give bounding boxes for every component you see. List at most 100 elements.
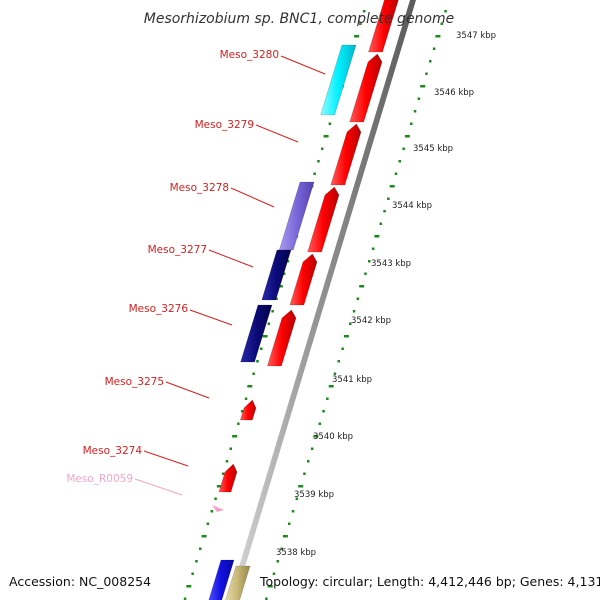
tick-label-3538: 3538 kbp xyxy=(276,548,316,558)
outer-ring-dot xyxy=(371,247,375,250)
outer-ring-dot xyxy=(410,122,413,125)
label-leader-line xyxy=(208,249,254,268)
outer-ring-dot xyxy=(387,197,390,200)
inner-ring-dot xyxy=(186,585,192,588)
tick-label-3542: 3542 kbp xyxy=(351,316,391,326)
outer-ring-dot xyxy=(413,110,417,113)
outer-ring-dot xyxy=(328,385,334,388)
inner-ring-dot xyxy=(317,160,320,163)
label-leader-line xyxy=(143,450,189,467)
cds-arrow-meso-3275[interactable] xyxy=(239,399,257,421)
inner-ring-dot xyxy=(199,547,202,550)
gene-labels: Meso_3280 Meso_3279 Meso_3278 Meso_3277 … xyxy=(66,49,279,485)
gene-label-meso-r0059[interactable]: Meso_R0059 xyxy=(66,473,133,485)
inner-ring-dot xyxy=(214,497,217,500)
label-leader-line xyxy=(134,478,183,496)
inner-ring-dot xyxy=(359,22,362,25)
inner-ring-dot xyxy=(201,535,207,538)
outer-ring-dot xyxy=(313,435,319,438)
outer-ring-dot xyxy=(359,285,365,288)
tick-label-3539: 3539 kbp xyxy=(294,490,334,500)
inner-ring-dot xyxy=(221,472,225,475)
cds-arrow-meso-3274[interactable] xyxy=(218,463,238,493)
inner-ring-dot xyxy=(262,335,268,338)
cyan-feature-meso-3280[interactable] xyxy=(320,44,357,116)
navy-feature-meso-3276[interactable] xyxy=(240,304,273,363)
outer-ring-dot xyxy=(383,210,386,213)
forward-cds-arrow[interactable] xyxy=(330,123,362,186)
inner-ring-dot xyxy=(260,347,263,350)
outer-ring-dot xyxy=(432,47,436,50)
tick-label-3541: 3541 kbp xyxy=(332,375,372,385)
outer-ring-dot xyxy=(282,535,288,538)
genome-backbone xyxy=(229,0,416,600)
label-leader-line xyxy=(230,187,275,208)
inner-ring-dot xyxy=(328,122,332,125)
outer-ring-dot xyxy=(272,572,276,575)
outer-ring-dot xyxy=(267,585,273,588)
tick-label-3546: 3546 kbp xyxy=(434,88,474,98)
label-leaders xyxy=(134,55,326,496)
gene-label-meso-3276[interactable]: Meso_3276 xyxy=(129,303,189,315)
gene-label-meso-3274[interactable]: Meso_3274 xyxy=(83,445,143,457)
outer-dotted-ring xyxy=(265,10,447,600)
inner-ring-dot xyxy=(229,447,232,450)
outer-ring-dot xyxy=(298,485,304,488)
outer-ring-dot xyxy=(425,72,428,75)
accession-text: Accession: NC_008254 xyxy=(9,574,151,589)
scale-tick-labels: 3547 kbp 3546 kbp 3545 kbp 3544 kbp 3543… xyxy=(276,31,496,558)
map-title: Mesorhizobium sp. BNC1, complete genome xyxy=(144,11,455,27)
inner-ring-dot xyxy=(240,410,244,413)
forward-cds-arrow[interactable] xyxy=(289,253,318,306)
forward-cds-arrow[interactable] xyxy=(349,53,383,123)
inner-ring-dot xyxy=(313,172,316,175)
outer-ring-dot xyxy=(352,310,356,313)
label-leader-line xyxy=(280,55,326,75)
gene-label-meso-3279[interactable]: Meso_3279 xyxy=(195,119,254,131)
outer-ring-dot xyxy=(337,360,340,363)
outer-ring-dot xyxy=(307,460,310,463)
tick-label-3540: 3540 kbp xyxy=(313,432,353,442)
outer-ring-dot xyxy=(417,97,421,100)
outer-ring-dot xyxy=(326,397,329,400)
blue-feature-block[interactable] xyxy=(208,559,235,600)
purple-feature-meso-3278[interactable] xyxy=(278,181,315,251)
inner-ring-dot xyxy=(271,310,274,313)
inner-ring-dot xyxy=(323,135,329,138)
inner-ring-dot xyxy=(210,510,213,513)
forward-cds-arrow[interactable] xyxy=(266,309,297,367)
gene-label-meso-3278[interactable]: Meso_3278 xyxy=(170,182,229,194)
outer-ring-dot xyxy=(435,35,441,38)
inner-ring-dot xyxy=(232,435,238,438)
outer-ring-dot xyxy=(398,160,401,163)
khaki-feature-block[interactable] xyxy=(225,565,251,600)
outer-ring-dot xyxy=(341,347,344,350)
outer-ring-dot xyxy=(444,10,447,13)
navy-feature-meso-3277[interactable] xyxy=(261,249,292,301)
tick-label-3543: 3543 kbp xyxy=(371,259,411,269)
outer-ring-dot xyxy=(288,522,291,525)
inner-ring-dot xyxy=(216,485,222,488)
forward-cds-arrow[interactable] xyxy=(307,186,340,253)
gene-label-meso-3275[interactable]: Meso_3275 xyxy=(105,376,164,388)
inner-ring-dot xyxy=(282,272,286,275)
outer-ring-dot xyxy=(420,85,426,88)
inner-ring-dot xyxy=(191,572,194,575)
forward-cds-arrow[interactable] xyxy=(368,0,400,53)
inner-ring-dot xyxy=(321,147,324,150)
outer-ring-dot xyxy=(389,185,395,188)
rna-marker-meso-r0059[interactable] xyxy=(212,505,224,512)
outer-ring-dot xyxy=(280,547,283,550)
inner-ring-dot xyxy=(286,260,290,263)
outer-ring-dot xyxy=(322,410,325,413)
outer-ring-dot xyxy=(343,335,349,338)
gene-label-meso-3280[interactable]: Meso_3280 xyxy=(220,49,279,61)
label-leader-line xyxy=(189,309,233,326)
inner-ring-dot xyxy=(206,522,210,525)
inner-ring-dot xyxy=(267,322,271,325)
inner-ring-dot xyxy=(244,397,248,400)
inner-ring-dot xyxy=(225,460,229,463)
gene-label-meso-3277[interactable]: Meso_3277 xyxy=(148,244,207,256)
outer-ring-dot xyxy=(368,260,371,263)
